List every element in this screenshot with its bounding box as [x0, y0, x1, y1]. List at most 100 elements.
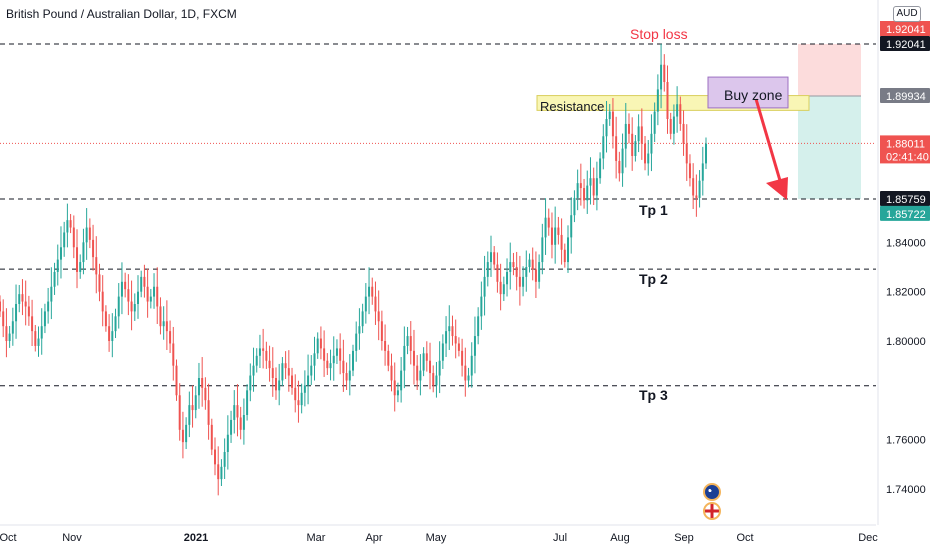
candle — [111, 313, 114, 358]
candle-body — [518, 276, 521, 287]
candle — [374, 281, 377, 325]
candle — [473, 316, 476, 374]
candle — [499, 263, 502, 311]
candle-body — [197, 378, 200, 396]
candle — [692, 163, 695, 210]
candle-body — [560, 234, 563, 250]
candle-body — [124, 281, 127, 290]
time-tick-label: Jul — [553, 532, 567, 544]
uk-flag-icon[interactable] — [703, 502, 721, 520]
candle-body — [11, 321, 14, 334]
candle — [88, 218, 91, 249]
candle — [656, 74, 659, 126]
candle-body — [56, 259, 59, 272]
candle — [419, 354, 422, 396]
candle-body — [43, 311, 46, 327]
candle — [214, 437, 217, 476]
candle-body — [515, 267, 518, 277]
candle — [50, 267, 53, 320]
candle — [393, 362, 396, 412]
candle-body — [50, 286, 53, 302]
candle — [663, 54, 666, 92]
price-tag-level — [880, 190, 930, 206]
candle — [342, 339, 345, 392]
candle — [210, 418, 213, 456]
candle-body — [448, 326, 451, 332]
time-tick-label: Oct — [736, 532, 753, 544]
candle-body — [249, 375, 252, 391]
candle-body — [384, 341, 387, 351]
candle — [400, 357, 403, 403]
candle — [69, 213, 72, 234]
candle — [358, 308, 361, 350]
candle — [127, 274, 130, 316]
candle — [79, 254, 82, 279]
currency-badge[interactable]: AUD — [893, 6, 921, 22]
candle — [515, 251, 518, 291]
candle — [136, 275, 139, 319]
candle — [59, 226, 62, 279]
candle — [348, 354, 351, 396]
candle-body — [59, 247, 62, 260]
australia-flag-icon[interactable] — [703, 483, 721, 501]
candle-body — [685, 143, 688, 164]
candle-body — [127, 289, 130, 302]
candle-body — [339, 348, 342, 361]
candle-body — [88, 227, 91, 240]
candle — [37, 326, 40, 357]
candle-body — [332, 355, 335, 364]
candle-body — [627, 123, 630, 134]
candle — [615, 116, 618, 179]
tp3-label: Tp 3 — [639, 387, 668, 403]
candle-body — [608, 111, 611, 120]
candle-body — [461, 350, 464, 366]
candle — [445, 316, 448, 358]
candle-body — [656, 89, 659, 112]
candle-body — [445, 331, 448, 344]
candle-body — [534, 269, 537, 282]
stop-loss-label: Stop loss — [630, 26, 688, 42]
candle — [506, 258, 509, 297]
price-tick-label: 1.76000 — [886, 435, 926, 447]
candle — [207, 383, 210, 440]
candle — [509, 242, 512, 290]
candle-body — [586, 185, 589, 201]
candle-body — [220, 466, 223, 480]
candle-body — [104, 311, 107, 327]
candle-body — [368, 286, 371, 297]
candle-body — [624, 123, 627, 149]
candle-body — [274, 378, 277, 391]
candle — [326, 353, 329, 376]
candle — [255, 348, 258, 373]
price-tick-label: 1.82000 — [886, 287, 926, 299]
candle — [319, 326, 322, 360]
candle-body — [79, 262, 82, 272]
candle-body — [451, 326, 454, 337]
candle-body — [307, 375, 310, 386]
candle — [66, 203, 69, 248]
candle-body — [531, 259, 534, 270]
candle-body — [464, 365, 467, 381]
candle-body — [175, 365, 178, 396]
time-tick-label: Mar — [307, 532, 326, 544]
candle-body — [323, 348, 326, 361]
candle — [477, 307, 480, 345]
price-tag-label: 1.92041 — [886, 24, 926, 36]
candle — [377, 290, 380, 341]
candle — [547, 208, 550, 236]
candle-body — [291, 375, 294, 388]
candle — [522, 266, 525, 297]
candle — [40, 308, 43, 355]
candle — [412, 329, 415, 385]
candle — [560, 218, 563, 265]
candle-body — [242, 415, 245, 430]
candle-body — [326, 360, 329, 369]
event-flags[interactable] — [701, 483, 723, 523]
candle — [143, 264, 146, 298]
time-tick-label: Apr — [365, 532, 382, 544]
candle-body — [63, 232, 66, 248]
candle-body — [663, 64, 666, 83]
candle-body — [509, 262, 512, 272]
